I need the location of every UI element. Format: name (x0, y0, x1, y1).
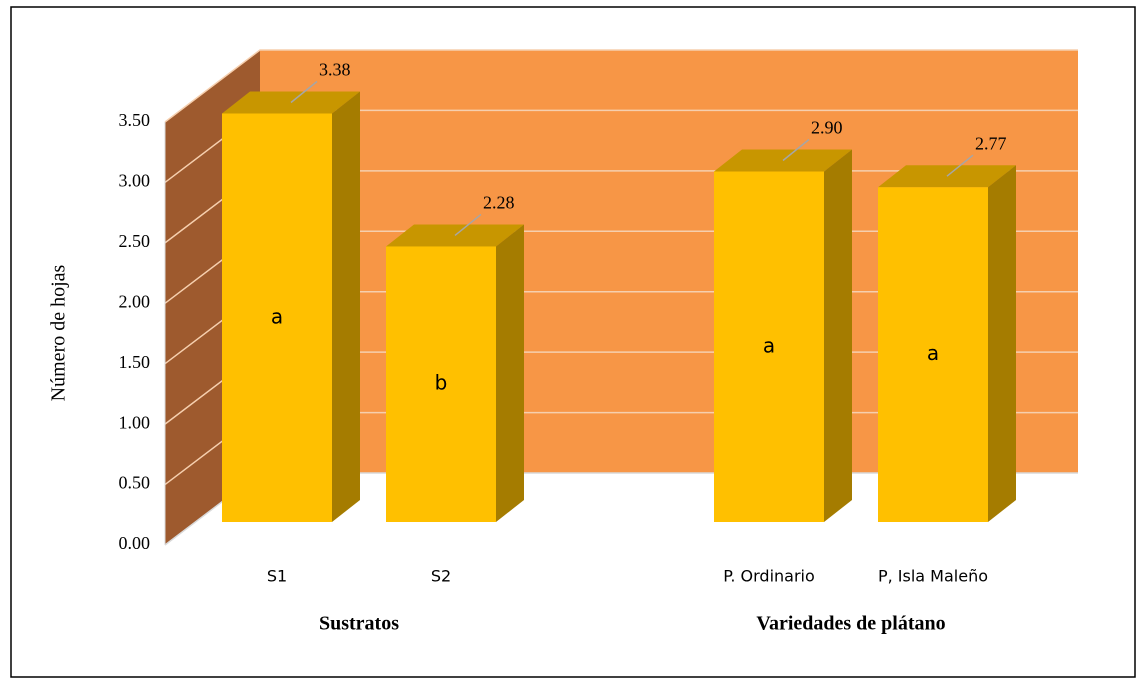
leader-line (946, 154, 974, 177)
value-label: 2.28 (483, 193, 515, 213)
bar-side (824, 149, 852, 522)
y-tick-label: 2.50 (119, 231, 151, 251)
bar (386, 246, 496, 522)
bar-side (988, 165, 1016, 522)
leader-line (290, 80, 318, 104)
x-tick-label: P. Ordinario (723, 567, 815, 586)
letter-label: a (927, 341, 939, 365)
value-label: 2.77 (975, 133, 1007, 153)
y-tick-label: 3.50 (119, 110, 151, 130)
value-label: 2.90 (811, 118, 843, 138)
bar (222, 113, 332, 522)
letter-label: a (271, 304, 283, 328)
group-label: Sustratos (319, 613, 399, 635)
value-label: 3.38 (319, 60, 351, 80)
y-axis-label: Número de hojas (48, 264, 70, 401)
grid-line (164, 49, 1078, 123)
group-label: Variedades de plátano (756, 613, 945, 635)
bar-side (496, 224, 524, 522)
x-tick-label: S2 (431, 567, 451, 586)
x-tick-label: P, Isla Maleño (878, 567, 988, 586)
letter-label: b (435, 371, 448, 395)
y-tick-label: 1.00 (119, 412, 151, 432)
y-tick-label: 0.50 (119, 473, 151, 493)
bar-side (332, 91, 360, 522)
bar (714, 171, 824, 522)
letter-label: a (763, 333, 775, 357)
x-tick-label: S1 (267, 567, 287, 586)
y-tick-label: 0.00 (119, 533, 151, 553)
y-tick-label: 3.00 (119, 171, 151, 191)
leader-line (454, 213, 482, 237)
y-tick-label: 2.00 (119, 291, 151, 311)
leader-line (782, 138, 810, 162)
y-tick-label: 1.50 (119, 352, 151, 372)
bar (878, 187, 988, 522)
